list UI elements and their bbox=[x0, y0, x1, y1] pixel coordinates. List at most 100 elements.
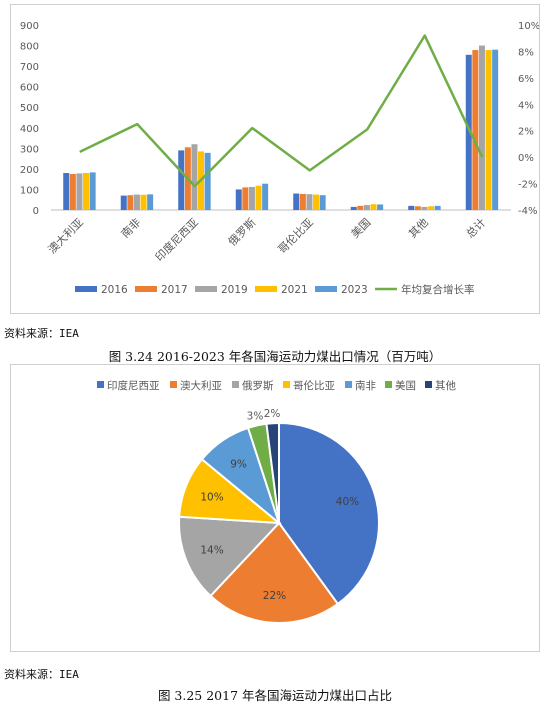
pie-legend-label: 哥伦比亚 bbox=[293, 379, 335, 392]
pie-legend-label: 俄罗斯 bbox=[242, 379, 274, 392]
left-axis-ticks: 0 100 200 300 400 500 600 700 800 900 bbox=[20, 21, 39, 217]
pie-slice-2 bbox=[178, 515, 282, 598]
right-axis-ticks: -4% -2% 0% 2% 4% 6% 8% 10% bbox=[518, 21, 540, 217]
bar-2017 bbox=[472, 50, 479, 211]
pie-legend-swatch bbox=[283, 381, 290, 388]
legend-swatch-2016 bbox=[75, 286, 97, 292]
bar-2019 bbox=[421, 206, 428, 210]
bar-2023 bbox=[89, 172, 96, 210]
y-tick-label: 200 bbox=[20, 165, 39, 176]
pie-value-label: 14% bbox=[200, 545, 223, 557]
pie-legend-label: 澳大利亚 bbox=[180, 379, 222, 392]
pie-legend-label: 美国 bbox=[395, 379, 416, 392]
bar-2016 bbox=[465, 54, 472, 210]
bar-2023 bbox=[434, 205, 441, 210]
legend-label-2019: 2019 bbox=[221, 284, 248, 296]
legend-swatch-2017 bbox=[135, 286, 157, 292]
legend-swatch-2023 bbox=[315, 286, 337, 292]
source-note-2: 资料来源：IEA bbox=[4, 668, 79, 681]
y2-tick-label: 0% bbox=[518, 153, 534, 164]
bar-line-chart: 0 100 200 300 400 500 600 700 800 900 -4% -2% 0% 2% 4… bbox=[20, 21, 540, 296]
y-tick-label: 500 bbox=[20, 103, 39, 114]
figure-caption-1: 图 3.24 2016-2023 年各国海运动力煤出口情况（百万吨） bbox=[108, 349, 442, 364]
legend-label-2017: 2017 bbox=[161, 284, 188, 296]
x-category-label: 美国 bbox=[349, 216, 374, 241]
bar-2023 bbox=[319, 195, 326, 210]
pie-value-label: 3% bbox=[247, 411, 264, 423]
pie-slice-1 bbox=[209, 521, 340, 624]
y2-tick-label: 2% bbox=[518, 127, 534, 138]
pie-value-label: 40% bbox=[336, 496, 359, 508]
y-tick-label: 400 bbox=[20, 124, 39, 135]
pie-legend-label: 南非 bbox=[355, 379, 376, 392]
pie-value-labels: 40% 22% 14% 10% 9% 3% 2% bbox=[200, 408, 359, 602]
pie-chart-panel: 印度尼西亚 澳大利亚 俄罗斯 哥伦比亚 南非 美国 其他 40% 22% 14% 10% 9% 3% 2… bbox=[10, 364, 540, 652]
pie-value-label: 9% bbox=[230, 458, 247, 470]
x-category-label: 南非 bbox=[119, 216, 144, 241]
y2-tick-label: 4% bbox=[518, 100, 534, 111]
y-tick-label: 300 bbox=[20, 144, 39, 155]
pie-legend-swatch bbox=[385, 381, 392, 388]
category-labels: 澳大利亚 南非 印度尼西亚 俄罗斯 哥伦比亚 美国 其他 总计 bbox=[45, 215, 489, 264]
y-tick-label: 0 bbox=[33, 206, 39, 217]
bar-2023 bbox=[377, 204, 384, 210]
bar-2016 bbox=[350, 206, 357, 210]
pie-chart: 印度尼西亚 澳大利亚 俄罗斯 哥伦比亚 南非 美国 其他 40% 22% 14% 10% 9% 3% 2… bbox=[97, 379, 456, 624]
legend-label-growth: 年均复合增长率 bbox=[401, 283, 475, 296]
bar-2019 bbox=[248, 186, 255, 210]
bar-line-chart-panel: 0 100 200 300 400 500 600 700 800 900 -4% -2% 0% 2% 4… bbox=[10, 4, 540, 314]
x-category-label: 澳大利亚 bbox=[45, 215, 86, 256]
bar-2016 bbox=[120, 195, 127, 210]
bar-2021 bbox=[370, 204, 377, 210]
pie-legend-swatch bbox=[425, 381, 432, 388]
x-category-label: 哥伦比亚 bbox=[275, 215, 316, 256]
growth-rate-line bbox=[79, 34, 484, 188]
bar-2016 bbox=[178, 150, 185, 210]
y2-tick-label: 10% bbox=[518, 21, 539, 32]
legend-label-2016: 2016 bbox=[101, 284, 128, 296]
x-category-label: 总计 bbox=[463, 215, 488, 240]
y2-tick-label: 6% bbox=[518, 74, 534, 85]
bar-2016 bbox=[235, 189, 242, 210]
pie-legend: 印度尼西亚 澳大利亚 俄罗斯 哥伦比亚 南非 美国 其他 bbox=[97, 379, 456, 392]
bar-2017 bbox=[69, 174, 76, 210]
bar-2016 bbox=[408, 205, 415, 210]
pie-legend-swatch bbox=[97, 381, 104, 388]
pie-legend-swatch bbox=[345, 381, 352, 388]
chart-legend: 2016 2017 2019 2021 2023 年均复合增长率 bbox=[75, 283, 475, 296]
pie-legend-swatch bbox=[170, 381, 177, 388]
y-tick-label: 900 bbox=[20, 21, 39, 32]
pie-slices bbox=[178, 421, 380, 624]
y-tick-label: 100 bbox=[20, 185, 39, 196]
bar-2019 bbox=[363, 205, 370, 210]
source-note-1: 资料来源：IEA bbox=[4, 327, 79, 340]
figure-caption-2: 图 3.25 2017 年各国海运动力煤出口占比 bbox=[157, 688, 393, 703]
bar-2021 bbox=[485, 50, 492, 211]
pie-legend-label: 其他 bbox=[435, 379, 456, 392]
bar-2019 bbox=[76, 173, 83, 210]
y2-tick-label: -2% bbox=[518, 180, 537, 191]
legend-swatch-2019 bbox=[195, 286, 217, 292]
bar-2021 bbox=[313, 194, 320, 210]
y2-tick-label: 8% bbox=[518, 47, 534, 58]
bar-2021 bbox=[255, 185, 262, 210]
bar-2023 bbox=[204, 152, 211, 210]
pie-legend-swatch bbox=[232, 381, 239, 388]
pie-legend-label: 印度尼西亚 bbox=[107, 379, 160, 392]
bar-2017 bbox=[299, 193, 306, 210]
bar-2021 bbox=[428, 206, 435, 210]
y-tick-label: 700 bbox=[20, 62, 39, 73]
pie-value-label: 22% bbox=[263, 590, 286, 602]
bar-2019 bbox=[133, 194, 140, 210]
pie-slice-0 bbox=[278, 421, 380, 606]
bar-2016 bbox=[63, 173, 70, 210]
bar-2017 bbox=[127, 195, 134, 210]
x-category-label: 俄罗斯 bbox=[226, 216, 259, 249]
growth-line-group bbox=[79, 34, 484, 188]
x-category-label: 其他 bbox=[406, 216, 431, 241]
bar-2023 bbox=[147, 194, 154, 210]
legend-label-2023: 2023 bbox=[341, 284, 368, 296]
y-tick-label: 600 bbox=[20, 83, 39, 94]
legend-swatch-2021 bbox=[255, 286, 277, 292]
bar-2019 bbox=[478, 45, 485, 210]
